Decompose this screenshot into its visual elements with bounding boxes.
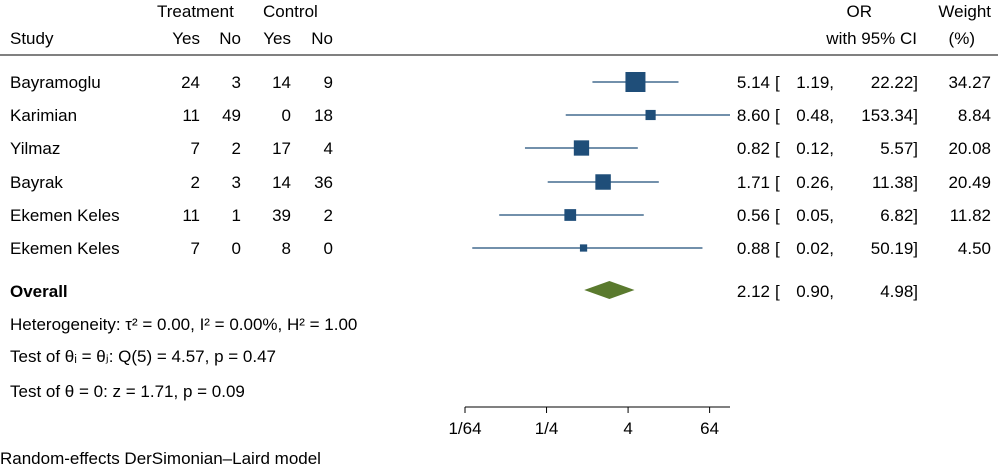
- study-1-treatment-yes: 24: [181, 73, 200, 92]
- overall-ci-lower: 0.90,: [796, 282, 834, 301]
- study-4-treatment-no: 3: [232, 173, 241, 192]
- study-3-treatment-yes: 7: [191, 139, 200, 158]
- study-1-ci-upper: 22.22]: [871, 73, 918, 92]
- header-control-no: No: [311, 29, 333, 48]
- x-axis-ticks: 1/64 1/4 4 64: [448, 407, 719, 438]
- overall-label: Overall: [10, 282, 68, 301]
- study-3-marker: [573, 140, 590, 156]
- study-4-control-no: 36: [314, 173, 333, 192]
- study-6-control-yes: 8: [282, 239, 291, 258]
- study-5-treatment-yes: 11: [182, 206, 200, 225]
- study-2-name: Karimian: [10, 106, 77, 125]
- study-2-marker: [645, 109, 656, 121]
- test-theta-text: Test of θ = 0: z = 1.71, p = 0.09: [10, 382, 245, 401]
- study-1-weight: 34.27: [948, 73, 991, 92]
- study-5-or: 0.56: [737, 206, 770, 225]
- study-2-weight: 8.84: [958, 106, 991, 125]
- study-4-marker: [595, 174, 611, 190]
- study-5-name: Ekemen Keles: [10, 206, 120, 225]
- study-6-treatment-yes: 7: [191, 239, 200, 258]
- header-treatment: Treatment: [157, 2, 234, 21]
- study-3-weight: 20.08: [948, 139, 991, 158]
- footnote: Random-effects DerSimonian–Laird model: [0, 449, 321, 468]
- study-2-control-no: 18: [314, 106, 333, 125]
- study-2-treatment-yes: 11: [182, 106, 200, 125]
- study-2-ci-upper: 153.34]: [861, 106, 918, 125]
- study-4-ci-lower: 0.26,: [796, 173, 834, 192]
- study-5-treatment-no: 1: [232, 206, 241, 225]
- study-5-control-yes: 39: [272, 206, 291, 225]
- study-6-marker: [579, 244, 588, 252]
- x-tick-label-2: 1/4: [535, 419, 559, 438]
- study-2-ci-lower: 0.48,: [796, 106, 834, 125]
- header-or: OR: [847, 2, 873, 21]
- study-3-ci-upper: 5.57]: [880, 139, 918, 158]
- study-2-control-yes: 0: [282, 106, 291, 125]
- study-6-ci-lower: 0.02,: [796, 239, 834, 258]
- study-1-control-no: 9: [324, 73, 333, 92]
- study-4-or: 1.71: [737, 173, 770, 192]
- study-6-name: Ekemen Keles: [10, 239, 120, 258]
- study-6-or: 0.88: [737, 239, 770, 258]
- study-2-or: 8.60: [737, 106, 770, 125]
- study-6-weight: 4.50: [958, 239, 991, 258]
- study-3-ci-lower: 0.12,: [796, 139, 834, 158]
- x-tick-label-3: 4: [623, 419, 632, 438]
- study-6-control-no: 0: [324, 239, 333, 258]
- study-1-control-yes: 14: [272, 73, 291, 92]
- study-5-weight: 11.82: [950, 206, 991, 225]
- study-3-control-yes: 17: [272, 139, 291, 158]
- header-control-yes: Yes: [263, 29, 291, 48]
- study-1-treatment-no: 3: [232, 73, 241, 92]
- overall-ci-upper: 4.98]: [880, 282, 918, 301]
- test-theta-i-text: Test of θᵢ = θⱼ: Q(5) = 4.57, p = 0.47: [10, 347, 276, 366]
- study-5-ci-upper: 6.82]: [880, 206, 918, 225]
- study-3-treatment-no: 2: [232, 139, 241, 158]
- header-study: Study: [10, 29, 54, 48]
- study-1-name: Bayramoglu: [10, 73, 101, 92]
- study-5-control-no: 2: [324, 206, 333, 225]
- header-weight: Weight: [938, 2, 991, 21]
- study-6-ci-upper: 50.19]: [871, 239, 918, 258]
- study-4-control-yes: 14: [272, 173, 291, 192]
- header-ci: with 95% CI: [825, 29, 917, 48]
- study-2-bracket: [: [775, 106, 780, 125]
- study-1-bracket: [: [775, 73, 780, 92]
- study-3-name: Yilmaz: [10, 139, 60, 158]
- overall-diamond: [584, 281, 635, 299]
- study-rows: Bayramoglu 24 3 14 9 5.14[1.19, 22.22] 34.27Kar…: [10, 72, 991, 258]
- study-4-name: Bayrak: [10, 173, 63, 192]
- study-3-bracket: [: [775, 139, 780, 158]
- study-1-marker: [625, 72, 646, 92]
- study-6-bracket: [: [775, 239, 780, 258]
- study-2-treatment-no: 49: [222, 106, 241, 125]
- study-5-marker: [564, 209, 577, 221]
- study-6-treatment-no: 0: [232, 239, 241, 258]
- study-1-ci-lower: 1.19,: [796, 73, 834, 92]
- overall-bracket: [: [775, 282, 780, 301]
- study-4-treatment-yes: 2: [191, 173, 200, 192]
- study-1-or: 5.14: [737, 73, 770, 92]
- overall-or: 2.12: [737, 282, 770, 301]
- header-weight-unit: (%): [949, 29, 975, 48]
- study-4-weight: 20.49: [948, 173, 991, 192]
- study-4-bracket: [: [775, 173, 780, 192]
- study-3-control-no: 4: [324, 139, 333, 158]
- header-treatment-no: No: [219, 29, 241, 48]
- study-5-bracket: [: [775, 206, 780, 225]
- study-4-ci-upper: 11.38]: [872, 173, 918, 192]
- header-control: Control: [263, 2, 318, 21]
- heterogeneity-text: Heterogeneity: τ² = 0.00, I² = 0.00%, H²…: [10, 315, 357, 334]
- study-3-or: 0.82: [737, 139, 770, 158]
- x-tick-label-4: 64: [700, 419, 719, 438]
- study-5-ci-lower: 0.05,: [796, 206, 834, 225]
- header-treatment-yes: Yes: [172, 29, 200, 48]
- x-tick-label-1: 1/64: [448, 419, 481, 438]
